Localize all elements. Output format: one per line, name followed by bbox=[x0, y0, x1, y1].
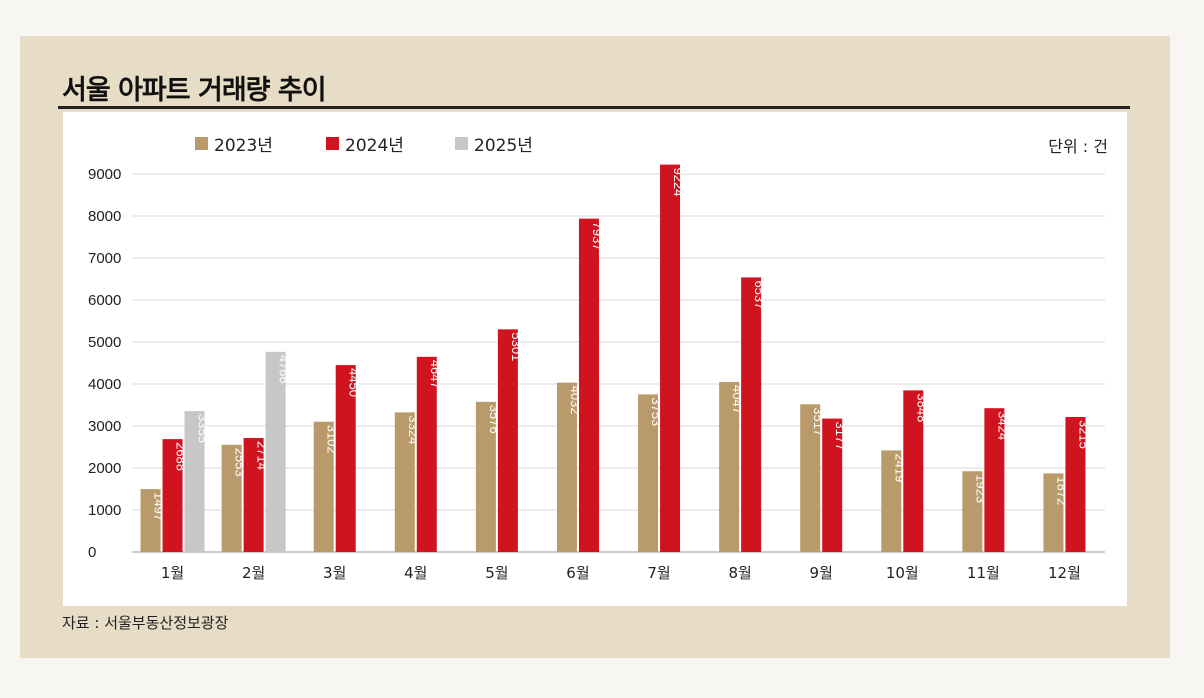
legend-swatch-2023 bbox=[195, 136, 208, 150]
bar-2024년 bbox=[335, 365, 356, 552]
bar-2025년 bbox=[184, 411, 205, 552]
bar-2023년 bbox=[313, 421, 334, 552]
x-tick-label: 3월 bbox=[323, 564, 346, 582]
x-tick-label: 7월 bbox=[647, 564, 670, 582]
legend-label-2024: 2024년 bbox=[345, 135, 404, 156]
bar-2023년 bbox=[1043, 473, 1064, 552]
x-tick-label: 8월 bbox=[728, 564, 751, 582]
unit-label: 단위 : 건 bbox=[1048, 137, 1108, 156]
bar-2023년 bbox=[556, 382, 577, 552]
data-label: 3177 bbox=[833, 422, 848, 451]
data-label: 6537 bbox=[752, 280, 767, 309]
bar-2024년 bbox=[984, 408, 1005, 552]
bar-2023년 bbox=[140, 489, 161, 552]
data-label: 4450 bbox=[347, 368, 362, 397]
y-tick-label: 0 bbox=[88, 544, 96, 561]
data-label: 3355 bbox=[196, 414, 211, 443]
data-label: 7937 bbox=[590, 222, 605, 251]
bar-2023년 bbox=[475, 401, 496, 552]
bar-2024년 bbox=[903, 390, 924, 552]
y-tick-label: 5000 bbox=[88, 334, 121, 351]
x-tick-label: 4월 bbox=[404, 564, 427, 582]
legend-label-2023: 2023년 bbox=[214, 135, 273, 156]
data-label: 9224 bbox=[671, 168, 686, 197]
legend-swatch-2024 bbox=[326, 136, 339, 150]
data-label: 4647 bbox=[428, 360, 443, 389]
bar-2023년 bbox=[881, 450, 902, 552]
bar-2024년 bbox=[162, 439, 183, 552]
bar-2024년 bbox=[416, 356, 437, 552]
data-label: 3215 bbox=[1076, 420, 1091, 449]
y-tick-label: 4000 bbox=[88, 376, 121, 393]
y-tick-label: 8000 bbox=[88, 208, 121, 225]
bar-2024년 bbox=[660, 164, 681, 553]
y-tick-label: 7000 bbox=[88, 250, 121, 267]
legend-item-2025: 2025년 bbox=[455, 132, 533, 156]
chart-title: 서울 아파트 거래량 추이 bbox=[62, 75, 327, 106]
legend-item-2023: 2023년 bbox=[195, 132, 273, 156]
legend-item-2024: 2024년 bbox=[326, 132, 404, 156]
x-tick-label: 1월 bbox=[161, 564, 184, 582]
y-tick-label: 9000 bbox=[88, 166, 121, 183]
bar-2023년 bbox=[800, 404, 821, 552]
bar-2024년 bbox=[741, 277, 762, 552]
bar-2025년 bbox=[265, 351, 286, 552]
bar-2023년 bbox=[221, 444, 242, 552]
legend-swatch-2025 bbox=[455, 136, 468, 150]
bar-2023년 bbox=[962, 471, 983, 552]
data-label: 5301 bbox=[509, 332, 524, 361]
legend-label-2025: 2025년 bbox=[474, 135, 533, 156]
x-tick-label: 10월 bbox=[886, 564, 919, 582]
y-tick-label: 6000 bbox=[88, 292, 121, 309]
data-label: 3424 bbox=[995, 411, 1010, 440]
data-label: 4766 bbox=[277, 355, 292, 384]
x-tick-label: 2월 bbox=[242, 564, 265, 582]
bar-2023년 bbox=[394, 412, 415, 552]
bar-2023년 bbox=[719, 382, 740, 552]
bar-2024년 bbox=[578, 218, 599, 552]
y-tick-label: 2000 bbox=[88, 460, 121, 477]
x-tick-label: 11월 bbox=[967, 564, 1000, 582]
title-divider bbox=[58, 106, 1130, 109]
bar-2024년 bbox=[822, 418, 843, 552]
x-tick-label: 6월 bbox=[566, 564, 589, 582]
y-tick-label: 1000 bbox=[88, 502, 121, 519]
bar-2023년 bbox=[638, 394, 659, 552]
x-tick-label: 12월 bbox=[1048, 564, 1081, 582]
bar-2024년 bbox=[497, 329, 518, 552]
source-note: 자료 : 서울부동산정보광장 bbox=[62, 614, 229, 632]
data-label: 3848 bbox=[914, 393, 929, 422]
x-tick-label: 9월 bbox=[810, 564, 833, 582]
y-tick-label: 3000 bbox=[88, 418, 121, 435]
bar-2024년 bbox=[243, 438, 264, 552]
bar-2024년 bbox=[1065, 416, 1086, 552]
x-tick-label: 5월 bbox=[485, 564, 508, 582]
